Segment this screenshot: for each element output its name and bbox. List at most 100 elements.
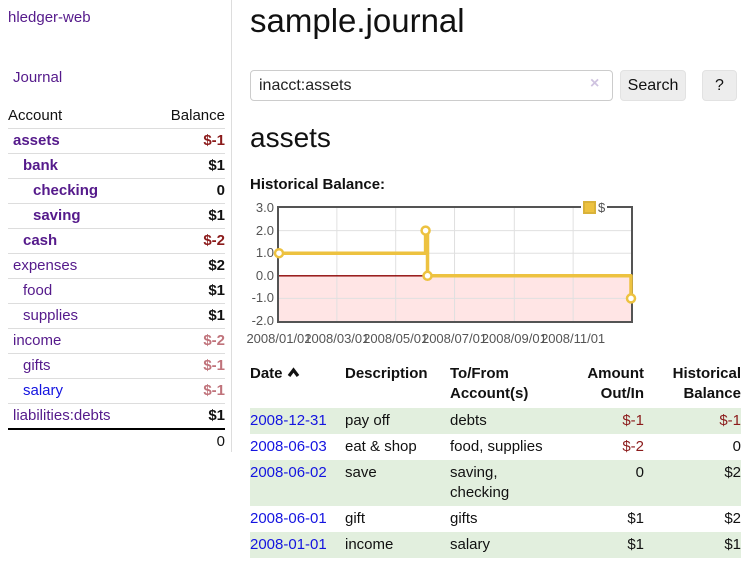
y-tick-label: 0.0 [255, 267, 274, 283]
register-row[interactable]: 2008-12-31 pay off debts $-1 $-1 [250, 408, 741, 434]
y-tick-label: 3.0 [255, 200, 274, 215]
x-tick-label: 2008/03/01 [304, 331, 370, 346]
register-row[interactable]: 2008-01-01 income salary $1 $1 [250, 532, 741, 558]
transaction-balance: $1 [724, 536, 741, 553]
account-link[interactable]: income [13, 332, 62, 349]
account-balance: $-2 [203, 332, 225, 349]
y-tick-label: -1.0 [251, 290, 274, 306]
transaction-date-link[interactable]: 2008-06-02 [250, 464, 327, 481]
accounts-table-header-row: Account Balance [8, 104, 225, 129]
transaction-description: income [345, 536, 394, 553]
register-header-description: Description [345, 365, 428, 382]
legend-series-label: $ [598, 200, 606, 215]
account-link[interactable]: supplies [23, 307, 79, 324]
transaction-description: save [345, 464, 377, 481]
register-header-row: Date Description To/From Account(s) Amou… [250, 363, 741, 408]
account-row: supplies $1 [8, 303, 225, 329]
x-tick-label: 2008/11/01 [541, 331, 606, 346]
register-header-date[interactable]: Date [250, 363, 345, 408]
sort-asc-icon [287, 364, 300, 384]
account-row: saving $1 [8, 203, 225, 229]
account-balance: $1 [208, 157, 225, 174]
account-balance: $1 [208, 282, 225, 299]
app-title-link[interactable]: hledger-web [8, 9, 91, 26]
transaction-description: pay off [345, 412, 390, 429]
account-row: checking 0 [8, 178, 225, 204]
account-balance: $2 [208, 257, 225, 274]
register-row[interactable]: 2008-06-01 gift gifts $1 $2 [250, 506, 741, 532]
account-link[interactable]: checking [33, 182, 99, 199]
account-link[interactable]: saving [33, 207, 81, 224]
transaction-balance: $2 [724, 464, 741, 481]
register-table: Date Description To/From Account(s) Amou… [250, 363, 741, 558]
accounts-total-row: 0 [8, 428, 225, 454]
account-link[interactable]: food [23, 282, 53, 299]
transaction-accounts: salary [450, 536, 491, 553]
clear-search-icon[interactable]: × [590, 75, 600, 92]
historical-balance-chart: 3.0 2.0 1.0 0.0 -1.0 -2.0 2008/01/01 2008/03/0… [246, 194, 742, 346]
transaction-amount: $-2 [622, 438, 644, 455]
account-row: food $1 [8, 278, 225, 304]
transaction-date-link[interactable]: 2008-01-01 [250, 536, 327, 553]
accounts-header-account: Account [8, 107, 63, 124]
account-link[interactable]: assets [13, 132, 60, 149]
accounts-total-value: 0 [8, 428, 225, 454]
balance-chart-svg [273, 208, 637, 321]
account-balance: $1 [208, 407, 225, 424]
transaction-accounts: food, supplies [450, 438, 543, 455]
x-tick-label: 2008/01/01 [246, 331, 312, 346]
register-row[interactable]: 2008-06-03 eat & shop food, supplies $-2… [250, 434, 741, 460]
help-button[interactable]: ? [702, 70, 737, 101]
account-row: expenses $2 [8, 253, 225, 279]
account-balance: $-1 [203, 357, 225, 374]
account-row: liabilities:debts $1 [8, 403, 225, 429]
y-tick-label: 2.0 [255, 222, 274, 238]
transaction-amount: $1 [627, 536, 644, 553]
account-link[interactable]: salary [23, 382, 64, 399]
account-balance: $-2 [203, 232, 225, 249]
accounts-table-body: assets $-1 bank $1 checking 0 saving $1 … [8, 128, 225, 429]
transaction-accounts: saving, checking [450, 464, 510, 501]
account-link[interactable]: bank [23, 157, 59, 174]
account-row: cash $-2 [8, 228, 225, 254]
search-input[interactable] [250, 70, 613, 101]
account-row: assets $-1 [8, 128, 225, 154]
account-balance: $-1 [203, 382, 225, 399]
account-row: bank $1 [8, 153, 225, 179]
account-link[interactable]: gifts [23, 357, 51, 374]
x-tick-label: 2008/07/01 [421, 331, 488, 346]
register-row[interactable]: 2008-06-02 save saving, checking 0 $2 [250, 460, 741, 506]
transaction-amount: $1 [627, 510, 644, 527]
sidebar-item-journal[interactable]: Journal [13, 69, 63, 86]
account-row: salary $-1 [8, 378, 225, 404]
transaction-description: eat & shop [345, 438, 417, 455]
account-row: income $-2 [8, 328, 225, 354]
account-row: gifts $-1 [8, 353, 225, 379]
chart-legend: $ [581, 199, 608, 216]
transaction-date-link[interactable]: 2008-06-01 [250, 510, 327, 527]
register-header-tofrom: To/From Account(s) [450, 365, 529, 402]
sidebar: hledger-web Journal Account Balance asse… [0, 0, 232, 454]
accounts-header-balance: Balance [170, 107, 225, 124]
main-content: sample.journal × Search ? assets Histori… [246, 0, 742, 582]
account-link[interactable]: cash [23, 232, 58, 249]
account-balance: 0 [216, 182, 225, 199]
search-button[interactable]: Search [620, 70, 686, 101]
transaction-accounts: gifts [450, 510, 478, 527]
transaction-date-link[interactable]: 2008-12-31 [250, 412, 327, 429]
transaction-balance: $2 [724, 510, 741, 527]
account-balance: $1 [208, 307, 225, 324]
x-tick-label: 2008/05/01 [363, 331, 429, 346]
chart-title: Historical Balance: [250, 176, 386, 193]
transaction-date-link[interactable]: 2008-06-03 [250, 438, 327, 455]
transaction-description: gift [345, 510, 366, 527]
account-link[interactable]: expenses [13, 257, 78, 274]
x-tick-label: 2008/09/01 [481, 331, 547, 346]
transaction-balance: 0 [732, 438, 741, 455]
search-form: × Search ? [250, 70, 742, 101]
account-balance: $1 [208, 207, 225, 224]
account-link[interactable]: liabilities:debts [13, 407, 111, 424]
y-tick-label: -2.0 [251, 313, 274, 328]
register-table-body: 2008-12-31 pay off debts $-1 $-1 2008-06… [250, 408, 741, 558]
